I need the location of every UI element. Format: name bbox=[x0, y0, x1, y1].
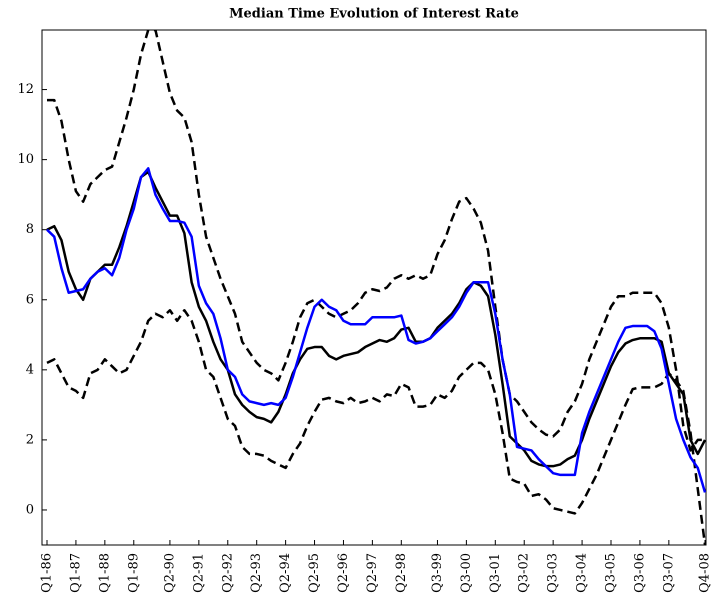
x-tick-label: Q3-00 bbox=[459, 553, 474, 593]
y-tick-label: 8 bbox=[26, 222, 34, 237]
series-line bbox=[47, 30, 705, 452]
x-tick-label: Q2-97 bbox=[365, 553, 380, 593]
series-line bbox=[46, 167, 706, 493]
y-tick-label: 2 bbox=[26, 432, 34, 447]
x-tick-label: Q2-93 bbox=[249, 553, 264, 593]
y-tick-label: 0 bbox=[26, 502, 34, 517]
x-tick-label: Q1-88 bbox=[97, 553, 112, 593]
x-tick-label: Q2-90 bbox=[162, 553, 177, 593]
x-tick-label: Q2-92 bbox=[220, 553, 235, 593]
x-tick-label: Q3-04 bbox=[575, 553, 590, 593]
y-tick-label: 4 bbox=[26, 362, 34, 377]
x-tick-label: Q1-87 bbox=[68, 553, 83, 593]
x-tick-label: Q3-01 bbox=[488, 553, 503, 593]
x-tick-label: Q1-89 bbox=[126, 553, 141, 593]
x-tick-label: Q2-91 bbox=[191, 553, 206, 593]
x-tick-label: Q3-05 bbox=[604, 553, 619, 593]
series-line bbox=[46, 309, 706, 545]
x-tick-label: Q2-95 bbox=[307, 553, 322, 593]
x-tick-label: Q2-98 bbox=[394, 553, 409, 593]
x-tick-label: Q3-03 bbox=[546, 553, 561, 593]
x-tick-label: Q2-94 bbox=[278, 553, 293, 593]
y-tick-label: 12 bbox=[17, 82, 34, 97]
series-line bbox=[46, 170, 706, 468]
chart-title: Median Time Evolution of Interest Rate bbox=[229, 7, 519, 22]
y-tick-label: 6 bbox=[26, 292, 34, 307]
x-tick-label: Q3-99 bbox=[430, 553, 445, 593]
x-tick-label: Q4-08 bbox=[698, 553, 713, 593]
x-tick-label: Q3-02 bbox=[517, 553, 532, 593]
plot-frame bbox=[41, 29, 707, 546]
x-tick-label: Q3-06 bbox=[632, 553, 647, 593]
x-tick-label: Q3-07 bbox=[661, 553, 676, 593]
x-tick-label: Q1-86 bbox=[40, 553, 55, 593]
x-tick-label: Q2-96 bbox=[336, 553, 351, 593]
y-tick-label: 10 bbox=[17, 152, 34, 167]
